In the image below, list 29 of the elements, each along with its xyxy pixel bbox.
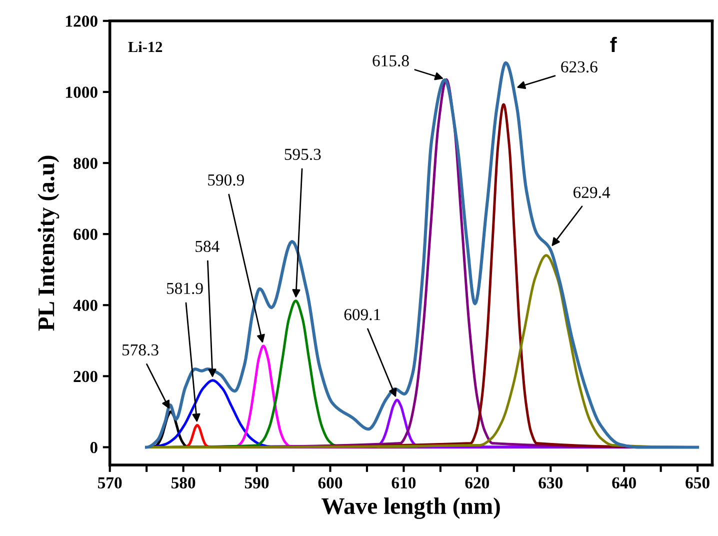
annotation: 584 — [196, 240, 220, 252]
x-tick-label: 620 — [465, 477, 490, 489]
annotation: 581.9 — [166, 282, 203, 294]
x-axis-title: Wave length (nm) — [322, 497, 500, 520]
x-tick-label: 640 — [612, 477, 636, 489]
x-tick-label: 600 — [318, 477, 342, 489]
y-tick-label: 600 — [74, 228, 98, 240]
x-tick-label: 570 — [98, 477, 122, 489]
y-tick-label: 400 — [73, 300, 98, 312]
annotation: 623.6 — [561, 61, 598, 73]
y-tick-label: 1200 — [66, 16, 98, 27]
annotation: Li-12 — [128, 41, 162, 52]
y-tick-label: 800 — [74, 158, 98, 169]
x-tick-label: 610 — [392, 477, 416, 489]
y-tick-label: 200 — [74, 370, 98, 382]
x-tick-label: 590 — [244, 477, 269, 489]
x-tick-label: 580 — [171, 477, 196, 489]
annotation: 629.4 — [574, 186, 610, 198]
x-tick-label: 650 — [686, 477, 710, 489]
y-tick-label: 1000 — [66, 86, 98, 98]
annotation: 615.8 — [372, 55, 409, 66]
x-tick-label: 630 — [538, 477, 562, 489]
y-axis-title: PL Intensity (a.u) — [38, 156, 60, 331]
annotation: f — [610, 36, 617, 52]
annotation: 609.1 — [344, 308, 380, 320]
annotation: 590.9 — [208, 174, 244, 186]
y-tick-label: 0 — [90, 442, 98, 454]
annotation: 578.3 — [122, 344, 158, 356]
annotation: 595.3 — [284, 148, 321, 160]
